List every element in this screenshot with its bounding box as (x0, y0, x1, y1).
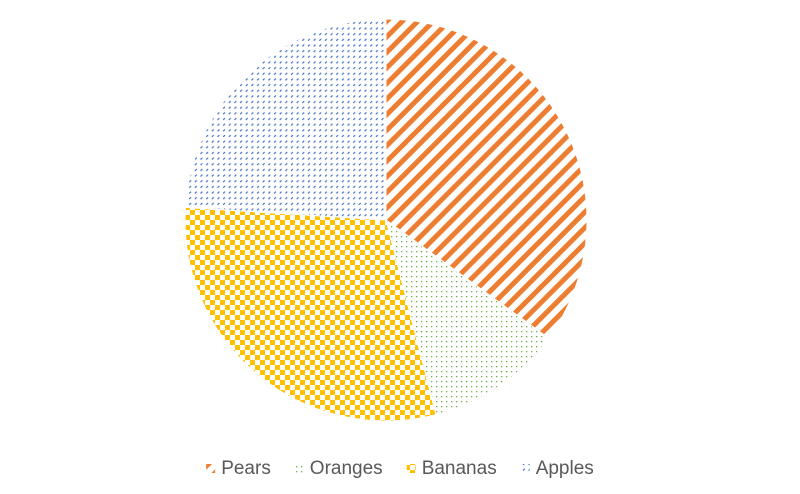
legend-label-apples: Apples (536, 458, 594, 479)
legend-marker-pears (206, 464, 216, 473)
legend-marker-oranges (294, 464, 304, 473)
legend-marker-bananas (406, 464, 416, 473)
legend-marker-apples (520, 464, 530, 473)
chart-legend: Pears Oranges Bananas Apples (206, 458, 594, 479)
pie-slices (184, 18, 588, 422)
legend-label-bananas: Bananas (422, 458, 497, 479)
legend-label-pears: Pears (221, 458, 271, 479)
legend-label-oranges: Oranges (310, 458, 383, 479)
pie-slice-bananas (184, 206, 437, 422)
pie-slice-pears (385, 18, 588, 339)
pie-slice-apples (184, 18, 387, 221)
pie-slice-oranges (385, 218, 550, 416)
